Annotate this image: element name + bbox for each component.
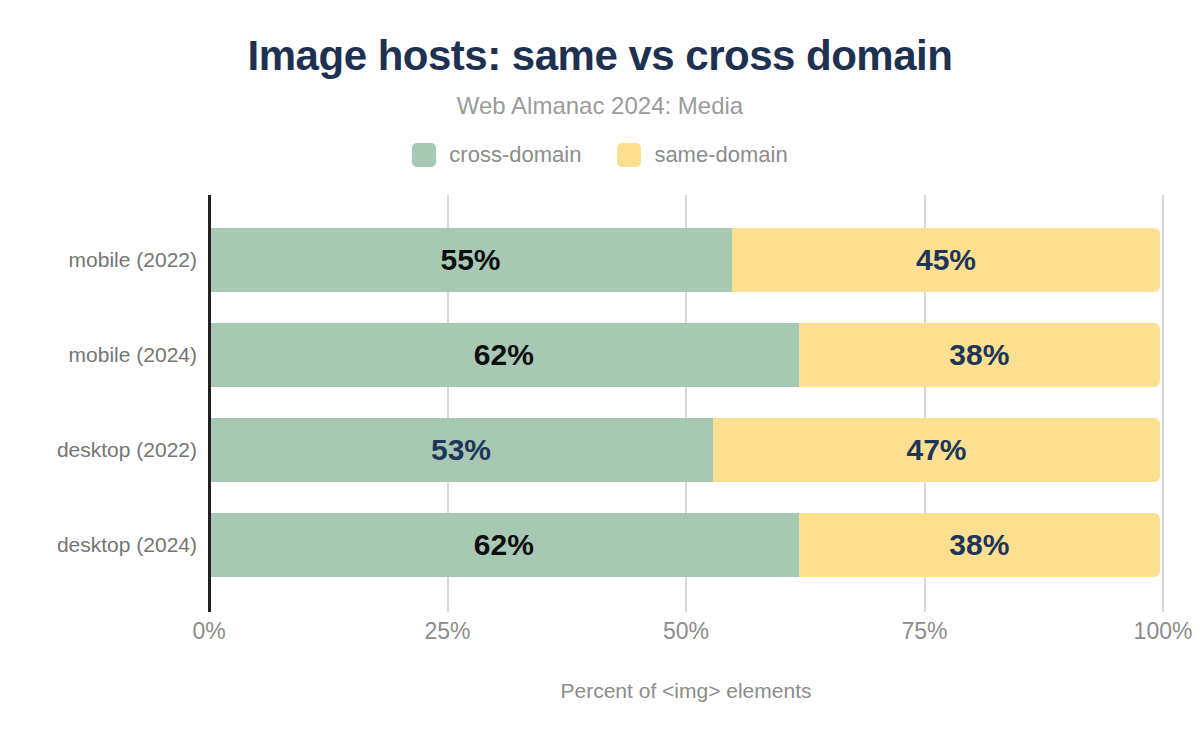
x-tick-label: 100% xyxy=(1134,618,1193,645)
category-label: mobile (2024) xyxy=(69,323,197,387)
bar-segment-same-domain: 38% xyxy=(799,513,1160,577)
bar-row: 55% 45% xyxy=(209,228,1160,292)
bar-row: 62% 38% xyxy=(209,323,1160,387)
gridline xyxy=(1162,195,1164,612)
value-label: 62% xyxy=(474,338,534,372)
value-label: 47% xyxy=(906,433,966,467)
value-label: 53% xyxy=(431,433,491,467)
bar-segment-cross-domain: 62% xyxy=(209,323,799,387)
bar-segment-same-domain: 38% xyxy=(799,323,1160,387)
x-tick-label: 75% xyxy=(901,618,947,645)
legend-label: cross-domain xyxy=(449,142,581,168)
value-label: 45% xyxy=(916,243,976,277)
value-label: 38% xyxy=(949,338,1009,372)
x-tick-label: 50% xyxy=(663,618,709,645)
bar-segment-cross-domain: 53% xyxy=(209,418,713,482)
x-axis-title: Percent of <img> elements xyxy=(209,679,1163,703)
chart-figure: Image hosts: same vs cross domain Web Al… xyxy=(0,0,1200,742)
legend-swatch xyxy=(412,143,436,167)
plot-area: 0%25%50%75%100%mobile (2022)55%45%mobile… xyxy=(209,195,1163,608)
category-label: desktop (2024) xyxy=(57,513,197,577)
x-tick-label: 25% xyxy=(424,618,470,645)
x-tick-label: 0% xyxy=(192,618,225,645)
legend-swatch xyxy=(617,143,641,167)
legend-item-cross-domain: cross-domain xyxy=(412,142,581,168)
bar-segment-cross-domain: 62% xyxy=(209,513,799,577)
value-label: 55% xyxy=(441,243,501,277)
bar-segment-cross-domain: 55% xyxy=(209,228,732,292)
bar-segment-same-domain: 45% xyxy=(732,228,1160,292)
category-label: mobile (2022) xyxy=(69,228,197,292)
legend: cross-domain same-domain xyxy=(0,142,1200,168)
bar-row: 53% 47% xyxy=(209,418,1160,482)
y-axis-line xyxy=(208,195,211,612)
bar-segment-same-domain: 47% xyxy=(713,418,1160,482)
bar-row: 62% 38% xyxy=(209,513,1160,577)
legend-label: same-domain xyxy=(654,142,787,168)
category-label: desktop (2022) xyxy=(57,418,197,482)
value-label: 62% xyxy=(474,528,534,562)
legend-item-same-domain: same-domain xyxy=(617,142,787,168)
chart-subtitle: Web Almanac 2024: Media xyxy=(0,92,1200,120)
value-label: 38% xyxy=(949,528,1009,562)
chart-title: Image hosts: same vs cross domain xyxy=(0,32,1200,80)
